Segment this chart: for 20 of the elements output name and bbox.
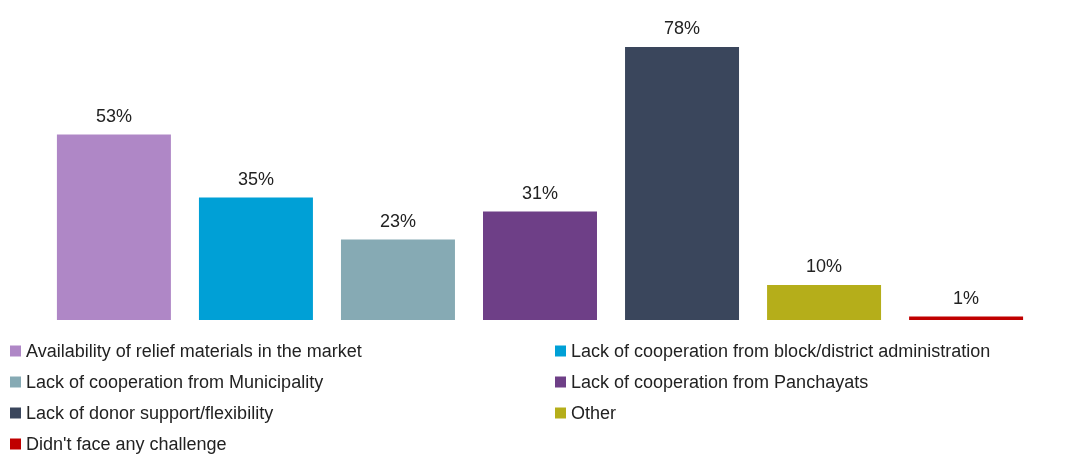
legend-label: Lack of cooperation from Municipality	[26, 372, 324, 392]
data-label: 53%	[95, 105, 132, 126]
data-label: 35%	[237, 168, 274, 189]
legend-label: Other	[571, 403, 617, 423]
bar	[625, 47, 740, 320]
bar	[198, 197, 313, 320]
data-label: 78%	[664, 18, 701, 38]
legend-label: Availability of relief materials in the market	[26, 341, 362, 361]
bar	[340, 239, 455, 320]
data-label: 23%	[379, 210, 416, 231]
data-label: 31%	[521, 182, 559, 203]
legend-label: Lack of cooperation from block/district administration	[571, 341, 991, 361]
bar	[56, 134, 171, 320]
legend-label: Didn't face any challenge	[26, 434, 227, 454]
data-label: 1%	[953, 287, 980, 308]
legend-label: Lack of cooperation from Panchayats	[571, 372, 869, 392]
data-label: 10%	[806, 256, 843, 276]
legend-label: Lack of donor support/flexibility	[26, 403, 274, 423]
bar	[767, 285, 882, 320]
bar	[483, 211, 597, 320]
